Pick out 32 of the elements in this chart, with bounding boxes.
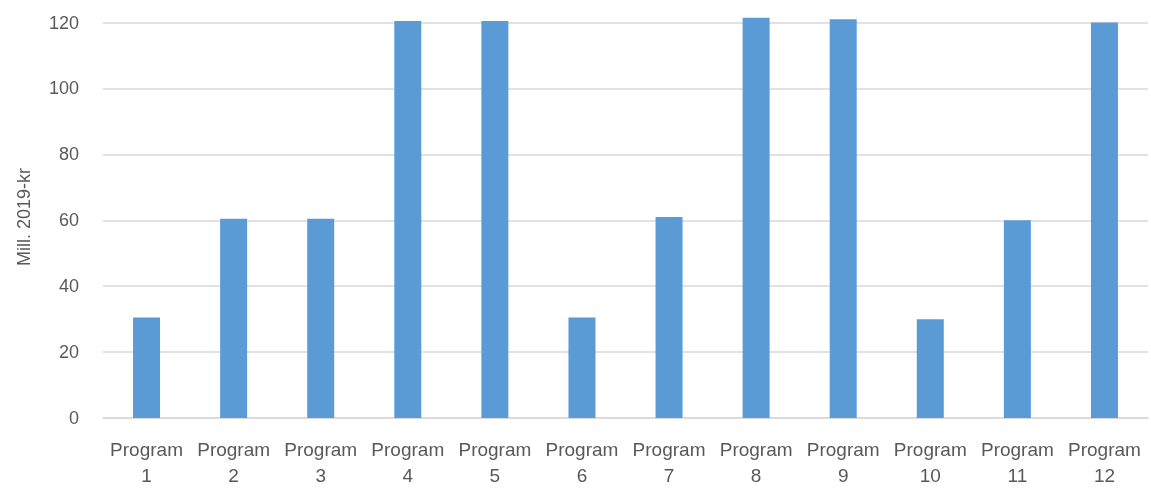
y-tick-label: 80 xyxy=(58,144,79,165)
x-tick-label: Program 8 xyxy=(719,438,793,486)
x-tick-label: Program 6 xyxy=(545,438,619,486)
y-axis-title: Mill. 2019-kr xyxy=(14,167,34,267)
bar xyxy=(394,20,422,418)
x-tick-label: Program 4 xyxy=(371,438,445,486)
bar xyxy=(655,217,683,418)
x-tick-label: Program 10 xyxy=(893,438,967,486)
x-tick-label: Program 3 xyxy=(284,438,358,486)
bar xyxy=(481,20,509,418)
bar xyxy=(1090,22,1118,418)
bar xyxy=(916,319,944,418)
bar xyxy=(568,317,596,418)
y-tick-label: 40 xyxy=(58,276,79,297)
x-tick-label: Program 11 xyxy=(980,438,1054,486)
bar xyxy=(133,317,161,418)
bar xyxy=(1003,220,1031,418)
bar xyxy=(307,218,335,418)
y-tick-label: 60 xyxy=(58,210,79,231)
y-tick-label: 120 xyxy=(48,12,79,33)
x-tick-label: Program 12 xyxy=(1068,438,1141,486)
bar xyxy=(220,218,248,418)
bar xyxy=(742,17,770,418)
x-tick-label: Program 5 xyxy=(458,438,532,486)
y-tick-label: 20 xyxy=(58,342,79,363)
bar xyxy=(829,19,857,418)
x-tick-label: Program 9 xyxy=(806,438,880,486)
y-tick-label: 100 xyxy=(48,78,79,99)
x-tick-label: Program 2 xyxy=(197,438,271,486)
x-tick-label: Program 1 xyxy=(110,438,183,486)
y-tick-label: 0 xyxy=(68,408,79,428)
x-tick-label: Program 7 xyxy=(632,438,706,486)
